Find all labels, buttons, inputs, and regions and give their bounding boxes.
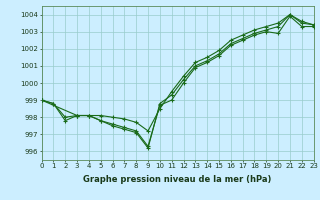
X-axis label: Graphe pression niveau de la mer (hPa): Graphe pression niveau de la mer (hPa): [84, 175, 272, 184]
